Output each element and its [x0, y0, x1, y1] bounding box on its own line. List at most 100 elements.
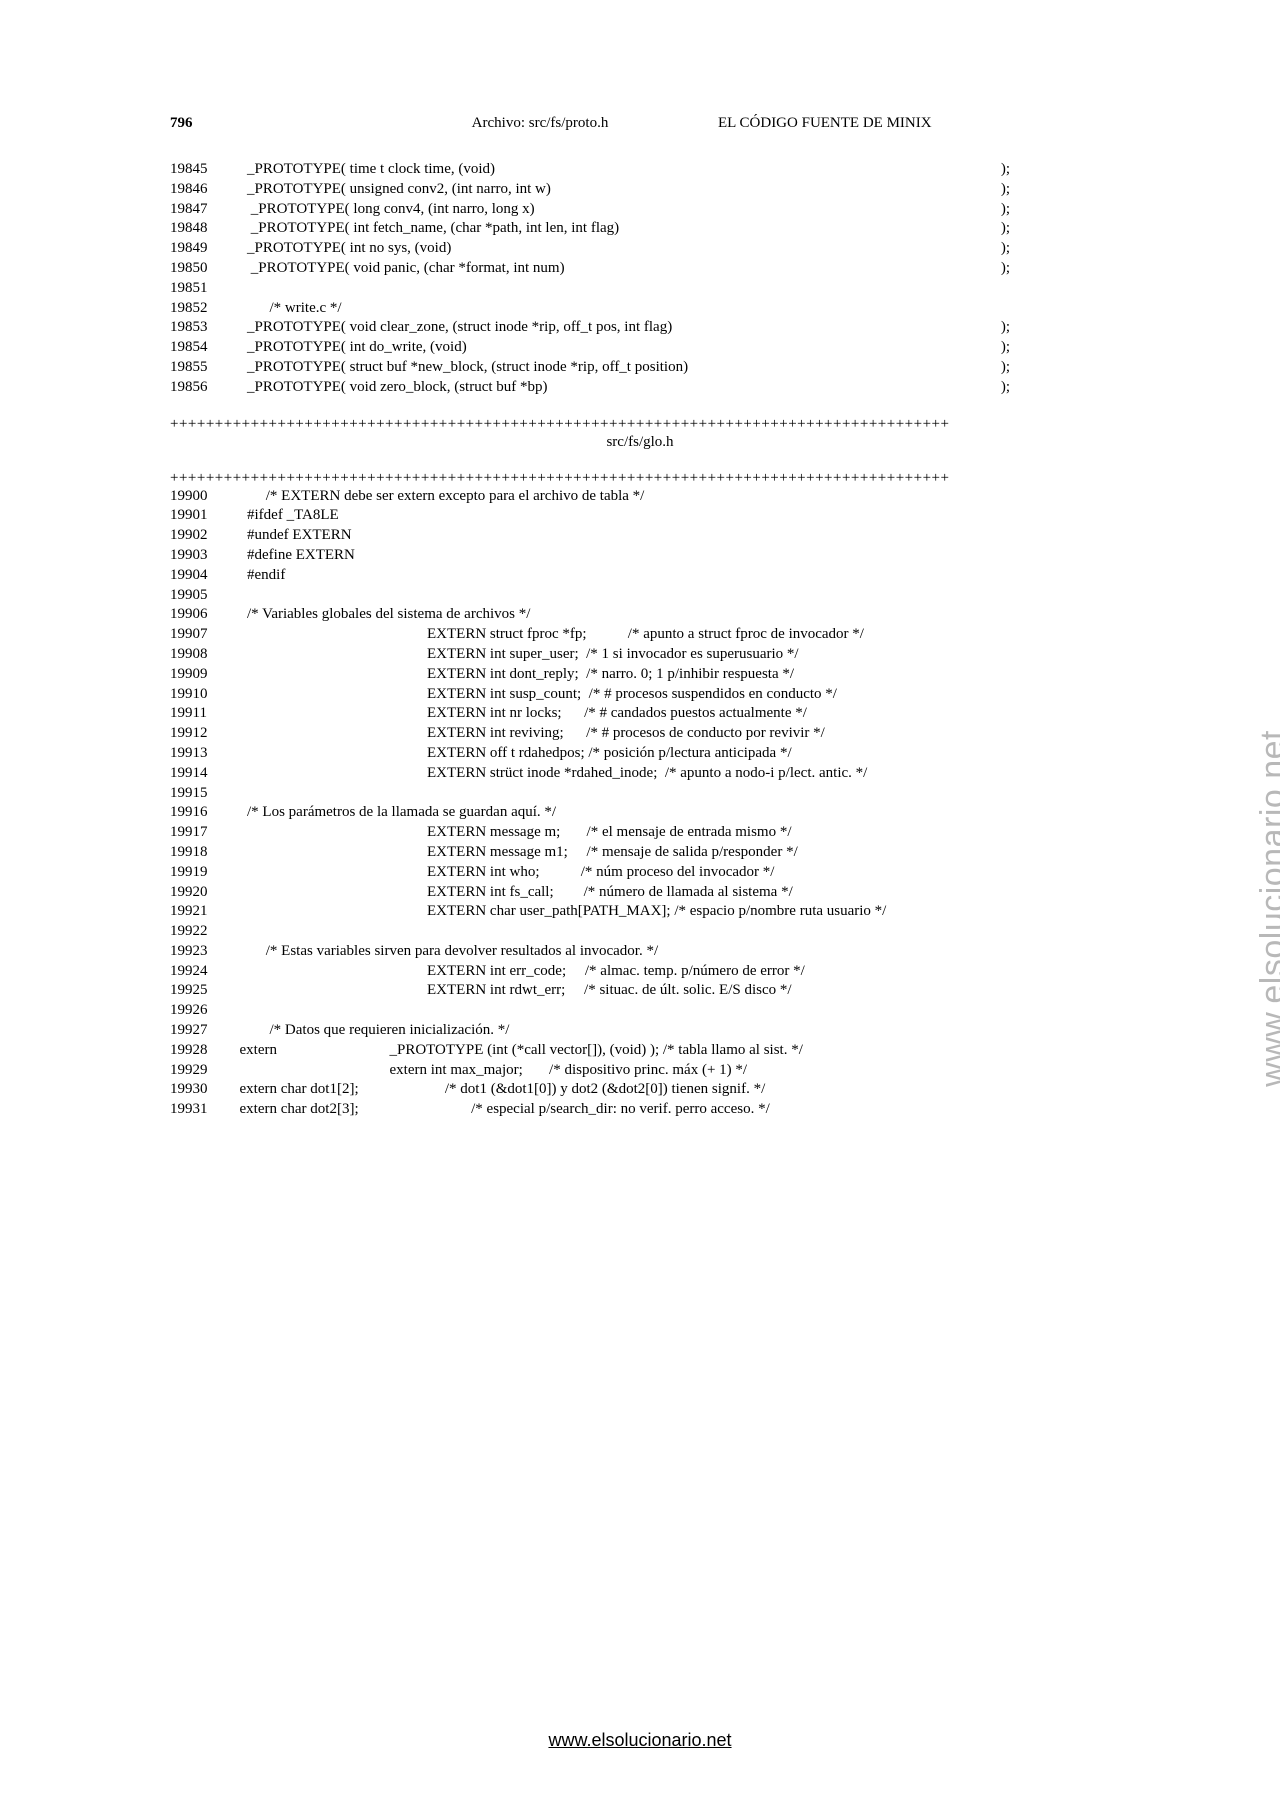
line-number: 19920: [170, 883, 232, 903]
code-line: 19931 extern char dot2[3]; /* especial p…: [170, 1100, 1110, 1120]
code-line: 19921 EXTERN char user_path[PATH_MAX]; /…: [170, 902, 1110, 922]
code-line: 19923 /* Estas variables sirven para dev…: [170, 942, 1110, 962]
code-line: 19919 EXTERN int who; /* núm proceso del…: [170, 863, 1110, 883]
line-number: 19848: [170, 219, 232, 239]
line-number: 19854: [170, 338, 232, 358]
line-number: 19925: [170, 981, 232, 1001]
line-content: EXTERN int rdwt_err; /* situac. de últ. …: [232, 981, 1110, 1001]
separator-top: ++++++++++++++++++++++++++++++++++++++++…: [170, 416, 1110, 433]
line-content: _PROTOTYPE( time t clock time, (void): [232, 160, 1001, 180]
line-content: /* Datos que requieren inicialización. *…: [232, 1021, 1110, 1041]
line-content: /* EXTERN debe ser extern excepto para e…: [232, 487, 1110, 507]
line-number: 19926: [170, 1001, 232, 1021]
line-content: [232, 1001, 1110, 1021]
code-line: 19853 _PROTOTYPE( void clear_zone, (stru…: [170, 318, 1110, 338]
line-content: EXTERN int reviving; /* # procesos de co…: [232, 724, 1110, 744]
line-content: EXTERN int susp_count; /* # procesos sus…: [232, 685, 1110, 705]
code-line: 19854 _PROTOTYPE( int do_write, (void));: [170, 338, 1110, 358]
line-number: 19902: [170, 526, 232, 546]
code-line: 19917 EXTERN message m; /* el mensaje de…: [170, 823, 1110, 843]
code-line: 19850 _PROTOTYPE( void panic, (char *for…: [170, 259, 1110, 279]
line-content: EXTERN int super_user; /* 1 si invocador…: [232, 645, 1110, 665]
line-content: [232, 922, 1110, 942]
code-line: 19920 EXTERN int fs_call; /* número de l…: [170, 883, 1110, 903]
line-terminator: );: [1001, 338, 1110, 358]
line-number: 19905: [170, 586, 232, 606]
code-line: 19901 #ifdef _TA8LE: [170, 506, 1110, 526]
line-number: 19924: [170, 962, 232, 982]
code-line: 19847 _PROTOTYPE( long conv4, (int narro…: [170, 200, 1110, 220]
document-page: 796 Archivo: src/fs/proto.h EL CÓDIGO FU…: [0, 0, 1280, 1120]
code-line: 19848 _PROTOTYPE( int fetch_name, (char …: [170, 219, 1110, 239]
line-content: _PROTOTYPE( int fetch_name, (char *path,…: [232, 219, 1001, 239]
code-line: 19907 EXTERN struct fproc *fp; /* apunto…: [170, 625, 1110, 645]
line-content: _PROTOTYPE( int do_write, (void): [232, 338, 1001, 358]
document-title: EL CÓDIGO FUENTE DE MINIX: [690, 115, 1110, 132]
line-content: extern _PROTOTYPE (int (*call vector[]),…: [232, 1041, 1110, 1061]
line-number: 19903: [170, 546, 232, 566]
line-number: 19910: [170, 685, 232, 705]
line-terminator: );: [1001, 239, 1110, 259]
line-content: #ifdef _TA8LE: [232, 506, 1110, 526]
line-number: 19929: [170, 1061, 232, 1081]
line-number: 19921: [170, 902, 232, 922]
line-number: 19846: [170, 180, 232, 200]
line-terminator: );: [1001, 180, 1110, 200]
code-line: 19903 #define EXTERN: [170, 546, 1110, 566]
line-number: 19912: [170, 724, 232, 744]
line-content: EXTERN strüct inode *rdahed_inode; /* ap…: [232, 764, 1110, 784]
code-line: 19927 /* Datos que requieren inicializac…: [170, 1021, 1110, 1041]
line-content: _PROTOTYPE( int no sys, (void): [232, 239, 1001, 259]
line-content: /* write.c */: [232, 299, 1110, 319]
footer-url: www.elsolucionario.net: [0, 1730, 1280, 1751]
line-number: 19917: [170, 823, 232, 843]
line-content: EXTERN struct fproc *fp; /* apunto a str…: [232, 625, 1110, 645]
code-line: 19856 _PROTOTYPE( void zero_block, (stru…: [170, 378, 1110, 398]
line-terminator: );: [1001, 358, 1110, 378]
line-number: 19856: [170, 378, 232, 398]
code-line: 19914 EXTERN strüct inode *rdahed_inode;…: [170, 764, 1110, 784]
code-block-proto: 19845 _PROTOTYPE( time t clock time, (vo…: [170, 160, 1110, 398]
line-content: EXTERN int err_code; /* almac. temp. p/n…: [232, 962, 1110, 982]
line-content: EXTERN message m; /* el mensaje de entra…: [232, 823, 1110, 843]
line-content: [232, 586, 1110, 606]
code-line: 19909 EXTERN int dont_reply; /* narro. 0…: [170, 665, 1110, 685]
line-number: 19914: [170, 764, 232, 784]
line-number: 19907: [170, 625, 232, 645]
line-number: 19853: [170, 318, 232, 338]
line-number: 19916: [170, 803, 232, 823]
line-content: #endif: [232, 566, 1110, 586]
code-line: 19913 EXTERN off t rdahedpos; /* posició…: [170, 744, 1110, 764]
line-terminator: );: [1001, 200, 1110, 220]
code-line: 19911 EXTERN int nr locks; /* # candados…: [170, 704, 1110, 724]
code-line: 19851: [170, 279, 1110, 299]
line-number: 19918: [170, 843, 232, 863]
line-number: 19904: [170, 566, 232, 586]
line-content: EXTERN off t rdahedpos; /* posición p/le…: [232, 744, 1110, 764]
code-line: 19929 extern int max_major; /* dispositi…: [170, 1061, 1110, 1081]
line-number: 19911: [170, 704, 232, 724]
line-content: /* Los parámetros de la llamada se guard…: [232, 803, 1110, 823]
line-number: 19919: [170, 863, 232, 883]
code-line: 19912 EXTERN int reviving; /* # procesos…: [170, 724, 1110, 744]
line-content: _PROTOTYPE( void zero_block, (struct buf…: [232, 378, 1001, 398]
code-line: 19916 /* Los parámetros de la llamada se…: [170, 803, 1110, 823]
line-number: 19913: [170, 744, 232, 764]
line-content: EXTERN int dont_reply; /* narro. 0; 1 p/…: [232, 665, 1110, 685]
line-terminator: );: [1001, 378, 1110, 398]
line-number: 19900: [170, 487, 232, 507]
line-number: 19927: [170, 1021, 232, 1041]
line-number: 19922: [170, 922, 232, 942]
code-line: 19928 extern _PROTOTYPE (int (*call vect…: [170, 1041, 1110, 1061]
line-number: 19845: [170, 160, 232, 180]
line-number: 19855: [170, 358, 232, 378]
line-number: 19930: [170, 1080, 232, 1100]
line-terminator: );: [1001, 259, 1110, 279]
line-number: 19901: [170, 506, 232, 526]
line-number: 19923: [170, 942, 232, 962]
line-terminator: );: [1001, 318, 1110, 338]
line-number: 19928: [170, 1041, 232, 1061]
line-number: 19909: [170, 665, 232, 685]
line-content: EXTERN message m1; /* mensaje de salida …: [232, 843, 1110, 863]
code-line: 19918 EXTERN message m1; /* mensaje de s…: [170, 843, 1110, 863]
